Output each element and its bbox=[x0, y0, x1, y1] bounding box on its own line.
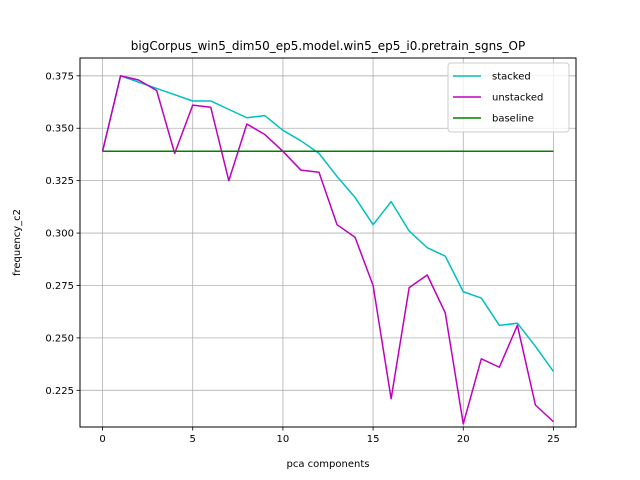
series-line-unstacked bbox=[101, 75, 554, 425]
legend-box bbox=[447, 62, 570, 133]
legend-label-unstacked: unstacked bbox=[492, 93, 543, 104]
chart-title: bigCorpus_win5_dim50_ep5.model.win5_ep5_… bbox=[131, 39, 525, 53]
y-tick-label: 0.375 bbox=[45, 71, 74, 82]
legend: stacked unstacked baseline bbox=[447, 62, 570, 133]
axis-ticks: 0 5 10 15 20 25 0.225 0.250 0.275 0.300 0.325 0.350… bbox=[45, 71, 559, 445]
y-tick-label: 0.350 bbox=[45, 124, 74, 135]
x-tick-label: 20 bbox=[457, 434, 470, 445]
x-tick-label: 10 bbox=[277, 434, 290, 445]
x-axis-label: pca components bbox=[287, 459, 370, 470]
x-tick-label: 5 bbox=[190, 434, 196, 445]
grid bbox=[80, 58, 576, 427]
plot-frame bbox=[79, 57, 577, 428]
x-tick-label: 15 bbox=[367, 434, 380, 445]
x-tick-label: 0 bbox=[99, 434, 105, 445]
series-lines bbox=[101, 75, 555, 425]
series-line-stacked bbox=[101, 75, 555, 372]
y-tick-label: 0.225 bbox=[45, 386, 74, 397]
legend-label-baseline: baseline bbox=[492, 114, 534, 125]
y-axis-label: frequency_c2 bbox=[12, 209, 23, 276]
legend-label-stacked: stacked bbox=[492, 72, 531, 83]
y-tick-label: 0.325 bbox=[45, 176, 74, 187]
x-tick-label: 25 bbox=[547, 434, 560, 445]
y-tick-label: 0.275 bbox=[45, 281, 74, 292]
y-tick-label: 0.250 bbox=[45, 333, 74, 344]
y-tick-label: 0.300 bbox=[45, 229, 74, 240]
